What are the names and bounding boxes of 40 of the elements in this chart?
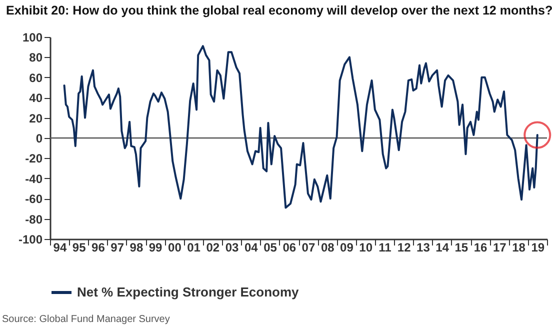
x-tick-label: 11 xyxy=(378,240,392,254)
y-tick-label: 40 xyxy=(29,91,43,106)
x-tick-label: 96 xyxy=(92,240,106,254)
x-tick-label: 18 xyxy=(512,240,526,254)
x-tick-label: 19 xyxy=(531,240,545,254)
x-tick-label: 00 xyxy=(168,240,182,254)
y-tick-label: -40 xyxy=(25,172,43,186)
x-tick-label: 15 xyxy=(454,240,468,254)
y-tick-label: -80 xyxy=(25,212,43,226)
y-tick-label: 60 xyxy=(29,70,43,85)
x-tick-label: 09 xyxy=(340,240,354,254)
x-tick-label: 98 xyxy=(130,240,144,254)
x-tick-label: 02 xyxy=(206,240,220,254)
x-tick-label: 99 xyxy=(148,240,163,254)
x-tick-label: 13 xyxy=(416,240,430,254)
y-tick-label: -60 xyxy=(25,192,43,206)
x-tick-label: 14 xyxy=(436,240,450,254)
x-tick-label: 01 xyxy=(187,240,201,254)
x-tick-label: 97 xyxy=(110,240,124,254)
y-tick-label: 0 xyxy=(36,132,43,146)
x-tick-label: 06 xyxy=(282,240,296,254)
x-tick-label: 05 xyxy=(264,240,278,254)
x-tick-label: 07 xyxy=(302,240,316,254)
y-tick-label: -100 xyxy=(18,232,43,246)
legend-label: Net % Expecting Stronger Economy xyxy=(77,284,300,300)
x-tick-label: 08 xyxy=(320,240,335,254)
x-tick-label: 17 xyxy=(492,240,507,254)
source-note: Source: Global Fund Manager Survey xyxy=(2,314,170,325)
x-tick-label: 95 xyxy=(72,240,86,254)
x-tick-label: 04 xyxy=(244,240,258,254)
x-tick-label: 94 xyxy=(53,240,67,254)
x-tick-label: 03 xyxy=(225,240,239,254)
y-tick-label: 100 xyxy=(22,30,43,44)
x-tick-label: 10 xyxy=(359,240,373,254)
y-tick-label: 80 xyxy=(29,50,43,65)
y-tick-label: -20 xyxy=(25,152,43,166)
x-tick-label: 12 xyxy=(397,240,412,254)
y-tick-label: 20 xyxy=(29,111,43,126)
x-tick-label: 16 xyxy=(474,240,488,254)
chart-title: Exhibit 20: How do you think the global real economy will develop over the next 12 months? xyxy=(6,4,552,18)
